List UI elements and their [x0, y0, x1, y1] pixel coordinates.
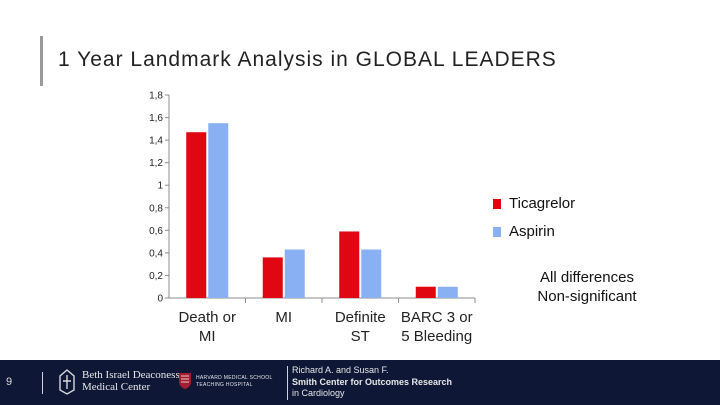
- legend-label-aspirin: Aspirin: [509, 223, 555, 240]
- bar-aspirin-3: [437, 286, 458, 298]
- y-tick-label: 1,4: [149, 136, 163, 147]
- title-accent-bar: [40, 36, 43, 86]
- bidmc-line-1: Beth Israel Deaconess: [82, 369, 180, 381]
- bar-aspirin-0: [208, 123, 229, 298]
- smith-line-1: Richard A. and Susan F.: [292, 365, 389, 375]
- harvard-shield-icon: [179, 373, 191, 389]
- y-tick-label: 1: [157, 181, 163, 192]
- smith-center-wordmark: Richard A. and Susan F. Smith Center for…: [292, 365, 452, 400]
- bar-ticagrelor-1: [262, 257, 283, 298]
- hms-wordmark: HARVARD MEDICAL SCHOOL TEACHING HOSPITAL: [196, 375, 273, 389]
- bar-ticagrelor-3: [415, 286, 436, 298]
- y-tick-label: 1,2: [149, 158, 163, 169]
- bar-chart: 0 0,2 0,4 0,6 0,8 1 1,2 1,4 1,6 1,8 Death or MI MI De…: [149, 91, 476, 345]
- y-tick-label: 0: [157, 294, 163, 305]
- y-tick-label: 1,8: [149, 91, 163, 102]
- legend-swatch-ticagrelor: [493, 199, 501, 209]
- legend-label-ticagrelor: Ticagrelor: [509, 195, 576, 212]
- x-category-label: MI: [275, 309, 292, 326]
- x-category-label: BARC 3 or: [401, 309, 473, 326]
- x-category-label: Death or: [178, 309, 236, 326]
- slide-title: 1 Year Landmark Analysis in GLOBAL LEADE…: [58, 48, 557, 71]
- y-tick-label: 0,2: [149, 271, 163, 282]
- hms-line-1: HARVARD MEDICAL SCHOOL: [196, 375, 273, 381]
- significance-note: All differences Non-significant: [522, 268, 652, 306]
- note-line-1: All differences: [540, 269, 634, 286]
- bidmc-line-2: Medical Center: [82, 381, 151, 393]
- x-category-label: MI: [199, 328, 216, 345]
- bar-ticagrelor-0: [186, 132, 207, 298]
- bidmc-logo-icon: [59, 369, 75, 395]
- smith-line-3: in Cardiology: [292, 388, 345, 398]
- hms-line-2: TEACHING HOSPITAL: [196, 382, 253, 388]
- bar-aspirin-2: [361, 249, 382, 298]
- footer-divider-2: [287, 366, 288, 400]
- page-number: 9: [5, 376, 13, 388]
- y-tick-label: 1,6: [149, 113, 163, 124]
- y-tick-label: 0,4: [149, 248, 163, 259]
- y-tick-label: 0,8: [149, 203, 163, 214]
- legend-item-aspirin: Aspirin: [493, 223, 555, 240]
- bar-aspirin-1: [284, 249, 305, 298]
- bidmc-wordmark: Beth Israel Deaconess Medical Center: [82, 369, 180, 393]
- x-category-label: Definite: [335, 309, 386, 326]
- bar-ticagrelor-2: [339, 231, 360, 298]
- note-line-2: Non-significant: [537, 288, 637, 305]
- smith-line-2: Smith Center for Outcomes Research: [292, 376, 453, 387]
- footer-bar: 9 Beth Israel Deaconess Medical Center H…: [0, 360, 720, 405]
- x-category-label: ST: [351, 328, 370, 345]
- legend-swatch-aspirin: [493, 227, 501, 237]
- x-category-label: 5 Bleeding: [401, 328, 472, 345]
- y-tick-label: 0,6: [149, 226, 163, 237]
- legend-item-ticagrelor: Ticagrelor: [493, 195, 575, 212]
- footer-divider: [42, 372, 43, 394]
